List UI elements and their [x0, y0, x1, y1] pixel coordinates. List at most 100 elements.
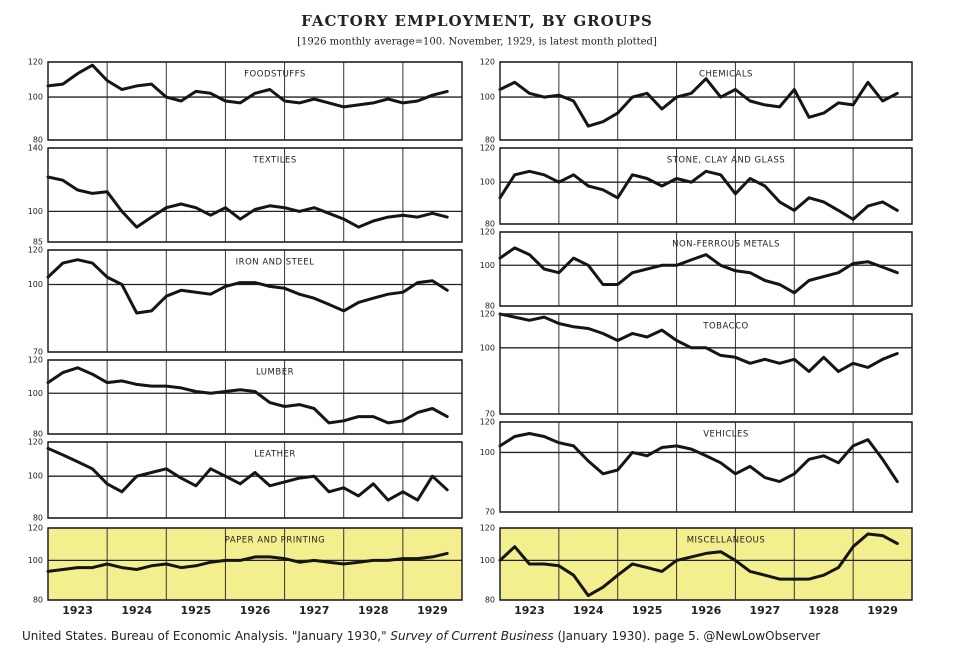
data-line: [498, 312, 899, 373]
x-tick-label: 1927: [750, 604, 781, 617]
y-tick-label: 100: [480, 448, 495, 457]
y-tick-label: 120: [480, 524, 495, 533]
data-line: [46, 63, 449, 109]
panel-background: [48, 360, 462, 434]
data-line: [498, 532, 899, 598]
y-tick-label: 120: [480, 310, 495, 319]
y-tick-label: 100: [28, 280, 43, 289]
panel-title: VEHICLES: [703, 430, 749, 440]
panel-background: [500, 528, 912, 600]
data-line: [46, 175, 449, 229]
y-tick-label: 100: [480, 178, 495, 187]
y-tick-label: 80: [485, 220, 495, 229]
panel-background: [500, 148, 912, 224]
y-tick-label: 120: [480, 144, 495, 153]
panel-title: LUMBER: [256, 368, 294, 378]
y-tick-label: 80: [33, 136, 43, 145]
y-tick-label: 100: [28, 93, 43, 102]
y-tick-label: 80: [33, 596, 43, 605]
panel-frame: [499, 61, 913, 141]
x-tick-label: 1928: [358, 604, 389, 617]
y-tick-label: 70: [485, 508, 495, 517]
y-tick-label: 120: [480, 418, 495, 427]
panel-frame: [47, 61, 463, 141]
panel-frame: [499, 421, 913, 513]
y-tick-label: 80: [485, 302, 495, 311]
y-tick-label: 120: [28, 438, 43, 447]
x-tick-label: 1928: [808, 604, 839, 617]
panel-frame: [499, 147, 913, 225]
panel-title: FOODSTUFFS: [244, 70, 306, 80]
y-tick-label: 120: [480, 228, 495, 237]
data-line: [498, 246, 899, 295]
data-line: [498, 77, 899, 128]
panel-frame: [47, 527, 463, 601]
y-tick-label: 100: [480, 93, 495, 102]
y-tick-label: 120: [28, 58, 43, 67]
data-line: [46, 446, 449, 502]
y-tick-label: 80: [33, 514, 43, 523]
panel-title: CHEMICALS: [699, 70, 753, 80]
panel-frame: [499, 313, 913, 415]
panel-title: TEXTILES: [252, 156, 296, 166]
panel-title: STONE, CLAY AND GLASS: [667, 156, 785, 166]
x-tick-label: 1925: [181, 604, 212, 617]
panel-background: [48, 442, 462, 518]
y-tick-label: 100: [28, 556, 43, 565]
panel-frame: [47, 359, 463, 435]
x-tick-label: 1924: [121, 604, 152, 617]
x-tick-label: 1923: [514, 604, 545, 617]
panel-background: [500, 62, 912, 140]
data-line: [46, 258, 449, 315]
y-tick-label: 80: [33, 430, 43, 439]
source-text: United States. Bureau of Economic Analys…: [22, 629, 390, 643]
y-tick-label: 120: [480, 58, 495, 67]
x-tick-label: 1925: [632, 604, 663, 617]
x-tick-label: 1926: [240, 604, 271, 617]
panel-frame: [499, 527, 913, 601]
x-tick-label: 1923: [62, 604, 93, 617]
y-tick-label: 120: [28, 524, 43, 533]
x-tick-label: 1926: [691, 604, 722, 617]
chart-title: FACTORY EMPLOYMENT, BY GROUPS: [301, 12, 653, 30]
panel-background: [48, 250, 462, 352]
y-tick-label: 70: [33, 348, 43, 357]
data-line: [498, 169, 899, 221]
panel-title: PAPER AND PRINTING: [225, 536, 325, 546]
panel-frame: [499, 231, 913, 307]
panel-title: LEATHER: [254, 450, 296, 460]
y-tick-label: 100: [480, 261, 495, 270]
panel-background: [48, 528, 462, 600]
panel-background: [500, 422, 912, 512]
panel-title: NON-FERROUS METALS: [672, 240, 780, 250]
x-tick-label: 1924: [573, 604, 604, 617]
panel-title: MISCELLANEOUS: [687, 536, 766, 546]
panel-title: IRON AND STEEL: [236, 258, 315, 268]
y-tick-label: 80: [485, 136, 495, 145]
y-tick-label: 100: [28, 389, 43, 398]
panel-frame: [47, 249, 463, 353]
y-tick-label: 100: [480, 343, 495, 352]
x-tick-label: 1927: [299, 604, 330, 617]
y-tick-label: 100: [480, 556, 495, 565]
source-caption: United States. Bureau of Economic Analys…: [22, 629, 820, 643]
panel-title: TOBACCO: [702, 322, 748, 332]
data-line: [498, 432, 899, 484]
y-tick-label: 120: [28, 246, 43, 255]
y-tick-label: 120: [28, 356, 43, 365]
source-text: (January 1930). page 5. @NewLowObserver: [554, 629, 821, 643]
y-tick-label: 80: [485, 596, 495, 605]
y-tick-label: 140: [28, 144, 43, 153]
data-line: [46, 366, 449, 425]
y-tick-label: 85: [33, 238, 43, 247]
y-tick-label: 100: [28, 472, 43, 481]
panel-background: [500, 314, 912, 414]
panel-frame: [47, 147, 463, 243]
source-text: Survey of Current Business: [390, 629, 553, 643]
panel-frame: [47, 441, 463, 519]
y-tick-label: 100: [28, 207, 43, 216]
chart-subtitle: [1926 monthly average=100. November, 192…: [297, 37, 657, 48]
y-tick-label: 70: [485, 410, 495, 419]
x-tick-label: 1929: [417, 604, 448, 617]
